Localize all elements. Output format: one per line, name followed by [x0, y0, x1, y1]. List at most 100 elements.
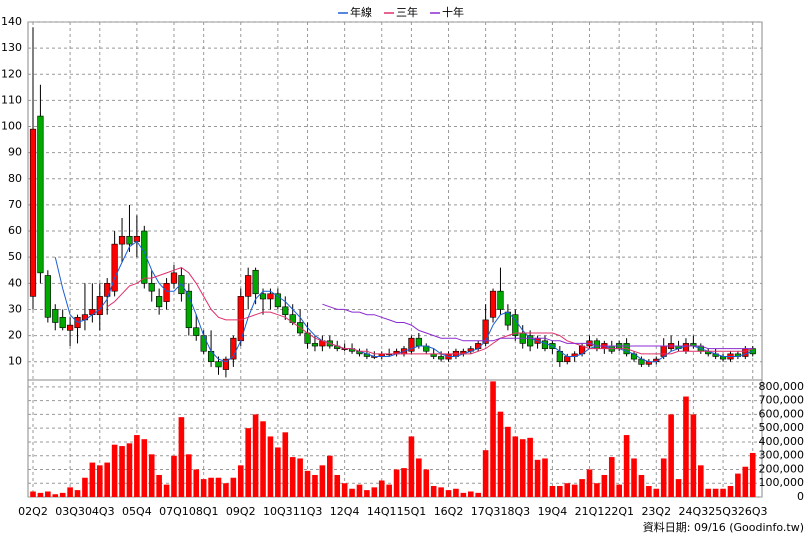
candle-body [415, 337, 422, 347]
volume-bar [653, 488, 660, 497]
volume-bar [564, 483, 571, 497]
candle-body [141, 230, 148, 284]
volume-bar [208, 477, 214, 497]
candle-body [185, 290, 192, 329]
volume-bar [727, 485, 734, 497]
candle-body [52, 309, 59, 323]
volume-bar [705, 488, 712, 497]
volume-bar [742, 466, 749, 497]
plot-frame [27, 21, 763, 498]
volume-bar [319, 465, 326, 497]
y-tick-label: 70 [8, 198, 22, 211]
volume-bar [720, 488, 726, 497]
candle-body [96, 296, 103, 315]
volume-bar [393, 469, 400, 497]
volume-bar [683, 396, 689, 497]
volume-bar [96, 465, 103, 497]
y-tick-label: 140 [1, 15, 22, 28]
volume-bar [608, 457, 615, 497]
volume-bar [408, 436, 415, 497]
legend-label: 十年 [442, 5, 464, 19]
volume-tick-label: 100,000 [759, 476, 805, 489]
volume-bar [45, 491, 51, 497]
x-tick-label: 22Q1 [604, 505, 634, 518]
volume-bar [586, 469, 593, 497]
x-tick-label: 10Q3 [263, 505, 293, 518]
candle-body [252, 269, 259, 295]
volume-bar [364, 490, 370, 497]
volume-bar [423, 469, 430, 497]
volume-bar [668, 414, 674, 497]
volume-bar [467, 491, 474, 497]
y-tick-label: 90 [8, 146, 22, 159]
volume-bar [141, 439, 148, 497]
volume-bar [690, 414, 697, 497]
y-tick-label: 10 [8, 355, 22, 368]
y-tick-label: 130 [1, 41, 22, 54]
y-tick-label: 50 [8, 250, 22, 263]
volume-bar [356, 484, 363, 497]
candle-body [274, 293, 281, 308]
volume-bar [601, 474, 608, 497]
volume-tick-label: 0 [797, 490, 804, 503]
x-tick-label: 03Q3 [55, 505, 85, 518]
volume-bar [282, 432, 289, 497]
volume-bar [67, 487, 73, 497]
candle-body [512, 314, 519, 336]
candle-body [59, 316, 66, 329]
volume-bar [156, 474, 162, 497]
x-tick-label: 04Q3 [85, 505, 115, 518]
volume-bar [475, 492, 481, 497]
volume-bar [505, 426, 511, 497]
volume-bar [260, 421, 266, 497]
candle-body [163, 283, 170, 302]
x-tick-label: 24Q3 [679, 505, 709, 518]
volume-bar [430, 485, 437, 497]
ma-line [322, 303, 753, 350]
volume-bar [312, 474, 318, 497]
candle-body [245, 275, 252, 297]
volume-bar [646, 485, 652, 497]
volume-bar [386, 484, 392, 497]
volume-bar [126, 443, 133, 497]
legend-label: 三年 [396, 5, 418, 19]
x-tick-label: 02Q2 [18, 505, 48, 518]
volume-bar [30, 491, 36, 497]
x-tick-label: 25Q3 [708, 505, 738, 518]
x-tick-label: 26Q3 [738, 505, 768, 518]
volume-bar [579, 479, 585, 497]
volume-bar [519, 439, 526, 497]
volume-bar [193, 469, 200, 497]
volume-tick-label: 600,000 [759, 407, 805, 420]
y-tick-label: 80 [8, 172, 22, 185]
volume-bar [304, 470, 311, 497]
volume-bar [371, 487, 378, 497]
volume-bar [74, 490, 81, 497]
candle-body [749, 348, 756, 355]
candle-body [267, 293, 274, 300]
x-tick-label: 12Q4 [330, 505, 360, 518]
volume-bar [111, 444, 118, 497]
volume-bar [542, 458, 548, 497]
volume-bar [445, 490, 452, 497]
volume-bar [289, 457, 296, 497]
volume-bar [267, 436, 274, 497]
volume-bar [82, 477, 88, 497]
candle-body [230, 337, 237, 360]
x-tick-label: 16Q2 [434, 505, 464, 518]
candle-body [541, 340, 549, 349]
y-tick-label: 30 [8, 302, 22, 315]
volume-bar [712, 488, 719, 497]
volume-bar [698, 465, 704, 497]
candle-body [593, 340, 601, 349]
x-tick-label: 17Q3 [471, 505, 501, 518]
candle-body [630, 353, 638, 360]
candle-body [156, 296, 163, 308]
volume-bar [623, 435, 630, 497]
volume-bar [134, 435, 140, 497]
x-tick-label: 15Q1 [397, 505, 427, 518]
volume-bar [104, 462, 110, 497]
volume-bar [378, 480, 385, 497]
volume-bar [223, 483, 229, 497]
x-tick-label: 21Q1 [575, 505, 605, 518]
